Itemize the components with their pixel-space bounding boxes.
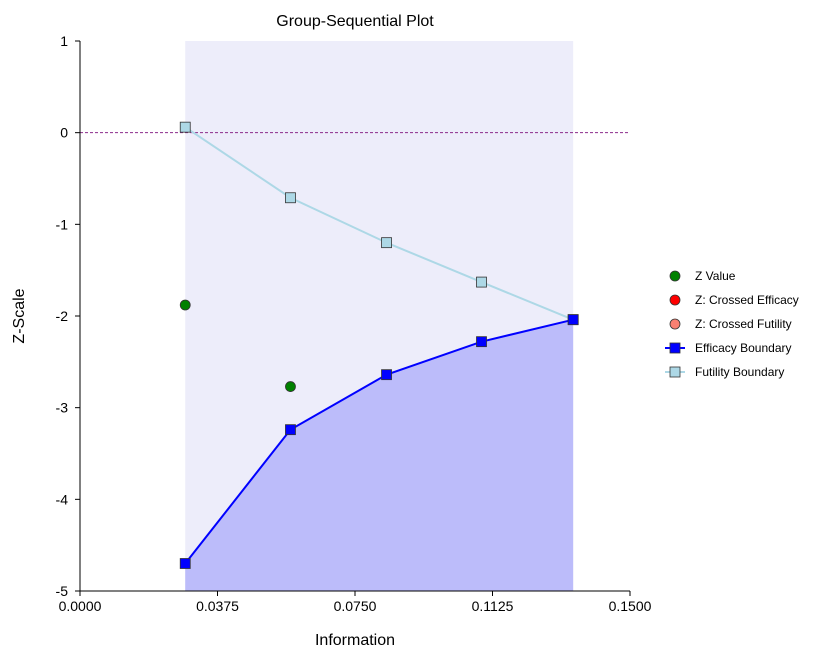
x-tick-label: 0.1500 bbox=[609, 598, 652, 614]
efficacy-boundary-point bbox=[381, 369, 392, 381]
efficacy-region bbox=[185, 319, 574, 591]
legend-label: Z: Crossed Efficacy bbox=[695, 293, 799, 307]
y-axis-title: Z-Scale bbox=[11, 288, 28, 343]
x-tick-label: 0.0750 bbox=[334, 598, 377, 614]
legend-label: Z: Crossed Futility bbox=[695, 317, 792, 331]
chart-title: Group-Sequential Plot bbox=[276, 13, 434, 30]
efficacy-boundary-point bbox=[476, 336, 487, 348]
futility-boundary-point bbox=[476, 276, 487, 288]
futility-boundary-point bbox=[285, 192, 296, 204]
y-ticks: 1 0 -1 -2 -3 -4 -5 bbox=[56, 33, 80, 599]
legend-marker-circle bbox=[669, 270, 681, 282]
plot-area bbox=[80, 41, 630, 591]
x-tick-label: 0.0000 bbox=[59, 598, 102, 614]
y-tick-label: -3 bbox=[56, 400, 69, 416]
legend-marker-square bbox=[669, 342, 681, 354]
legend-marker-square bbox=[669, 366, 681, 378]
x-axis-title: Information bbox=[315, 632, 395, 649]
legend-marker-circle bbox=[669, 294, 681, 306]
y-tick-label: -5 bbox=[56, 583, 69, 599]
x-ticks: 0.0000 0.0375 0.0750 0.1125 0.1500 bbox=[59, 591, 652, 614]
y-tick-label: -1 bbox=[56, 216, 69, 232]
efficacy-boundary-point bbox=[567, 314, 579, 326]
y-tick-label: -2 bbox=[56, 308, 69, 324]
x-tick-label: 0.0375 bbox=[196, 598, 239, 614]
legend: Z Value Z: Crossed Efficacy Z: Crossed Fut… bbox=[665, 269, 799, 379]
legend-label: Efficacy Boundary bbox=[695, 341, 792, 355]
y-tick-label: 1 bbox=[60, 33, 68, 49]
futility-boundary-point bbox=[381, 237, 392, 249]
y-tick-label: 0 bbox=[60, 125, 68, 141]
z-value-point bbox=[179, 299, 191, 311]
z-value-point bbox=[285, 381, 296, 392]
legend-label: Z Value bbox=[695, 269, 736, 283]
y-tick-label: -4 bbox=[56, 491, 69, 507]
futility-boundary-point bbox=[179, 121, 191, 133]
x-tick-label: 0.1125 bbox=[472, 598, 514, 614]
legend-label: Futility Boundary bbox=[695, 365, 784, 379]
efficacy-boundary-point bbox=[285, 424, 296, 436]
legend-marker-circle bbox=[669, 318, 681, 330]
efficacy-boundary-point bbox=[179, 558, 191, 569]
